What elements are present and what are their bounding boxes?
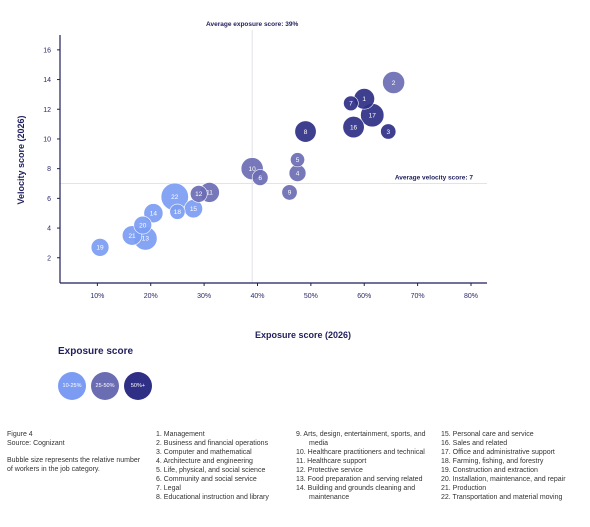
- bubble-label-20: 20: [139, 222, 147, 229]
- x-tick-label: 80%: [464, 293, 478, 300]
- category-item: 8. Educational instruction and library: [156, 494, 269, 501]
- bubble-label-11: 11: [206, 190, 213, 197]
- legend-item-0: 10-25%: [58, 372, 86, 400]
- bubble-label-16: 16: [350, 124, 358, 131]
- bubble-16: [342, 116, 365, 139]
- y-tick-label: 12: [43, 107, 51, 114]
- x-tick-label: 20%: [144, 293, 158, 300]
- y-tick-label: 4: [47, 226, 51, 233]
- category-item: 18. Farming, fishing, and forestry: [441, 458, 544, 465]
- y-tick-label: 8: [47, 166, 51, 173]
- bubble-label-15: 15: [190, 206, 198, 213]
- bubble-18: [169, 203, 186, 220]
- legend-item-2: 50%+: [124, 372, 152, 400]
- y-tick-label: 16: [43, 47, 51, 54]
- x-tick-label: 50%: [304, 293, 318, 300]
- category-item: 11. Healthcare support: [296, 458, 367, 465]
- legend-item-1: 25-50%: [91, 372, 119, 400]
- bubble-6: [251, 169, 269, 186]
- x-tick-label: 70%: [411, 293, 425, 300]
- category-list-1: 1. Management 2. Business and financial o…: [156, 430, 296, 502]
- bubble-label-21: 21: [128, 233, 136, 240]
- category-item: 19. Construction and extraction: [441, 467, 538, 474]
- category-item: 2. Business and financial operations: [156, 440, 269, 447]
- bubble-7: [343, 95, 359, 112]
- bubble-label-18: 18: [174, 209, 182, 216]
- category-item: 7. Legal: [156, 485, 181, 492]
- figure-note: Bubble size represents the relative numb…: [7, 457, 141, 473]
- category-item: 22. Transportation and material moving: [441, 494, 563, 501]
- bubble-label-3: 3: [386, 129, 390, 136]
- category-item: 6. Community and social service: [156, 476, 257, 483]
- y-tick-label: 14: [43, 77, 51, 84]
- bubble-12: [190, 185, 208, 203]
- bubble-20: [133, 215, 152, 235]
- bubble-label-7: 7: [349, 101, 353, 108]
- bubble-label-9: 9: [288, 190, 292, 197]
- x-tick-label: 40%: [250, 293, 264, 300]
- y-tick-label: 6: [47, 196, 51, 203]
- bubble-3: [380, 123, 397, 140]
- category-item: 3. Computer and mathematical: [156, 449, 252, 456]
- bubble-label-22: 22: [171, 194, 179, 201]
- category-item: 16. Sales and related: [441, 440, 508, 447]
- bubble-8: [294, 120, 317, 143]
- bubble-5: [290, 152, 305, 168]
- bubble-2: [382, 71, 405, 94]
- bubble-label-8: 8: [304, 129, 308, 136]
- bubble-label-6: 6: [258, 175, 262, 182]
- figure-label: Figure 4: [7, 431, 33, 438]
- bubble-19: [90, 238, 110, 257]
- category-item: 14. Building and grounds cleaning and ma…: [296, 485, 416, 501]
- legend: 10-25% 25-50% 50%+: [58, 372, 152, 400]
- y-axis-title: Velocity score (2026): [16, 115, 26, 204]
- bubble-label-5: 5: [296, 157, 300, 164]
- bubble-label-19: 19: [96, 245, 104, 252]
- x-tick-label: 10%: [90, 293, 104, 300]
- figure-caption: Figure 4 Source: Cognizant Bubble size r…: [7, 430, 147, 474]
- category-list-2: 9. Arts, design, entertainment, sports, …: [296, 430, 436, 502]
- category-item: 1. Management: [156, 431, 205, 438]
- bubble-label-4: 4: [296, 170, 300, 177]
- bubble-label-13: 13: [142, 236, 150, 243]
- x-tick-label: 30%: [197, 293, 211, 300]
- figure-source: Source: Cognizant: [7, 440, 65, 447]
- bubble-9: [281, 184, 298, 201]
- x-axis-title: Exposure score (2026): [255, 330, 351, 340]
- category-item: 20. Installation, maintenance, and repai…: [441, 476, 566, 483]
- category-item: 4. Architecture and engineering: [156, 458, 253, 465]
- category-item: 15. Personal care and service: [441, 431, 534, 438]
- category-item: 9. Arts, design, entertainment, sports, …: [296, 431, 426, 447]
- x-tick-label: 60%: [357, 293, 371, 300]
- category-item: 10. Healthcare practitioners and technic…: [296, 449, 425, 456]
- category-list-3: 15. Personal care and service 16. Sales a…: [441, 430, 586, 502]
- category-item: 12. Protective service: [296, 467, 363, 474]
- average-velocity-label: Average velocity score: 7: [395, 175, 474, 182]
- reference-lines: [60, 30, 487, 283]
- legend-title: Exposure score: [58, 346, 134, 357]
- bubble-label-17: 17: [369, 112, 377, 119]
- bubble-label-2: 2: [392, 80, 396, 87]
- average-exposure-label: Average exposure score: 39%: [206, 21, 298, 28]
- category-item: 5. Life, physical, and social science: [156, 467, 266, 474]
- y-tick-label: 10: [43, 136, 51, 143]
- y-tick-label: 2: [47, 255, 51, 262]
- bubble-label-12: 12: [195, 191, 203, 198]
- bubble-label-14: 14: [150, 211, 158, 218]
- bubble-label-10: 10: [249, 166, 257, 173]
- category-item: 17. Office and administrative support: [441, 449, 555, 456]
- category-item: 13. Food preparation and serving related: [296, 476, 423, 483]
- bubble-label-1: 1: [362, 96, 366, 103]
- category-item: 21. Production: [441, 485, 487, 492]
